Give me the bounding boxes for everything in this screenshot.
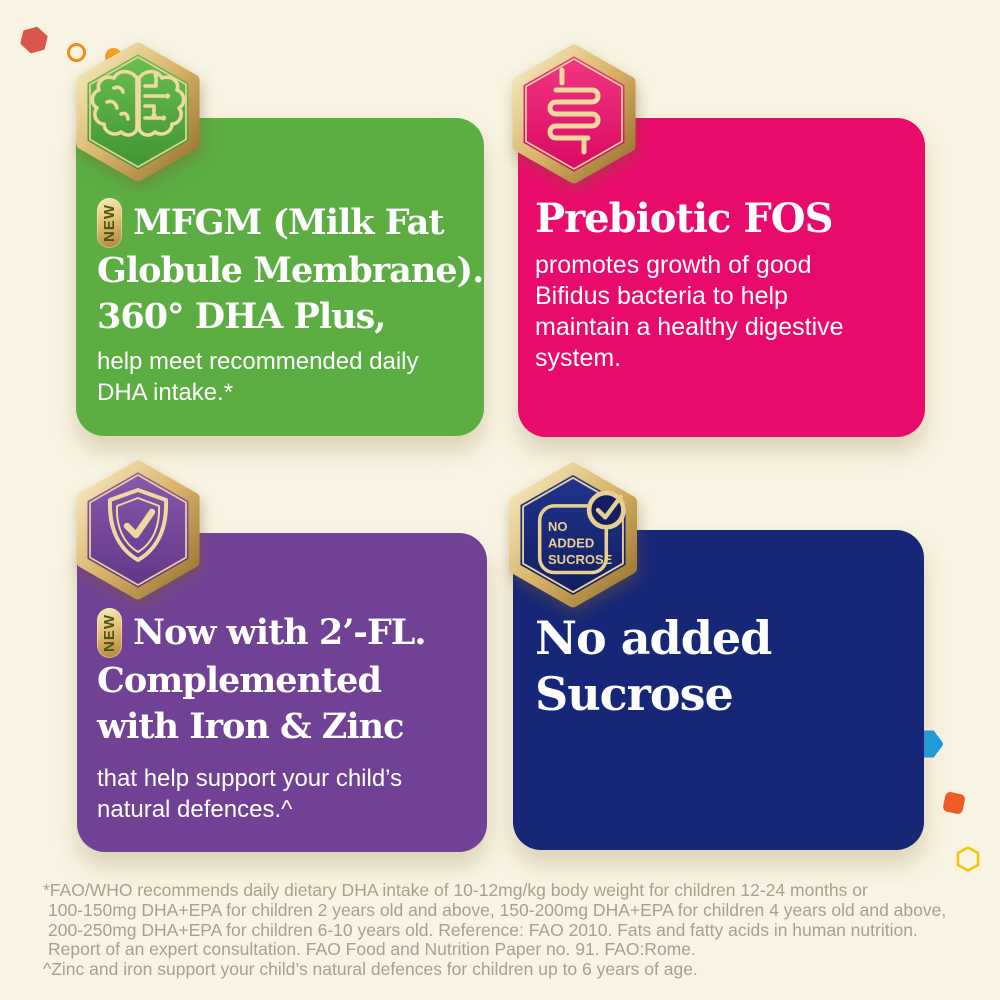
mfgm-title: NEW MFGM (Milk Fat Globule Membrane). 36… (97, 198, 484, 340)
mfgm-body: help meet recommended daily DHA intake.* (97, 348, 419, 406)
mfgm-title-line3: 360° DHA Plus, (97, 296, 386, 337)
footnote-line: *FAO/WHO recommends daily dietary DHA in… (43, 880, 868, 900)
new-badge-label: NEW (100, 614, 118, 652)
seal-text-no: NO (548, 519, 568, 534)
new-badge-label: NEW (100, 204, 118, 242)
footnote-line: Report of an expert consultation. FAO Fo… (48, 939, 696, 960)
yellow-hexagon-decoration (956, 846, 980, 872)
mfgm-title-line1: MFGM (Milk Fat (133, 202, 445, 243)
mfgm-title-line2: Globule Membrane). (97, 250, 484, 291)
red-hexagon-decoration (20, 26, 48, 54)
fl2-title-line2: Complemented (97, 660, 382, 701)
prebiotic-body: promotes growth of good Bifidus bacteria… (535, 251, 844, 372)
orange-ring-decoration (67, 43, 86, 62)
fl2-title-line1: Now with 2’-FL. (133, 612, 427, 653)
fl2-title: NEW Now with 2’-FL. Complemented with Ir… (97, 608, 427, 750)
footnote: *FAO/WHO recommends daily dietary DHA in… (43, 880, 947, 980)
footnote-line: 100-150mg DHA+EPA for children 2 years o… (48, 899, 947, 920)
shield-check-icon (76, 460, 200, 600)
prebiotic-title: Prebiotic FOS (535, 195, 834, 242)
seal-text-added: ADDED (548, 535, 594, 550)
new-badge: NEW (97, 608, 122, 658)
fl2-body: that help support your child’s natural d… (97, 765, 403, 823)
footnote-line: 200-250mg DHA+EPA for children 6-10 year… (48, 919, 918, 940)
new-badge: NEW (97, 198, 122, 248)
fl2-title-line3: with Iron & Zinc (97, 706, 404, 747)
no-added-sucrose-seal-icon: NO ADDED SUCROSE (509, 462, 637, 608)
sucrose-title: No added Sucrose (535, 611, 772, 721)
seal-text-sucrose: SUCROSE (548, 552, 613, 567)
brain-circuit-icon (76, 42, 200, 182)
intestine-icon (512, 44, 636, 184)
orange-square-decoration (942, 791, 966, 815)
footnote-line: ^Zinc and iron support your child’s natu… (43, 959, 698, 980)
